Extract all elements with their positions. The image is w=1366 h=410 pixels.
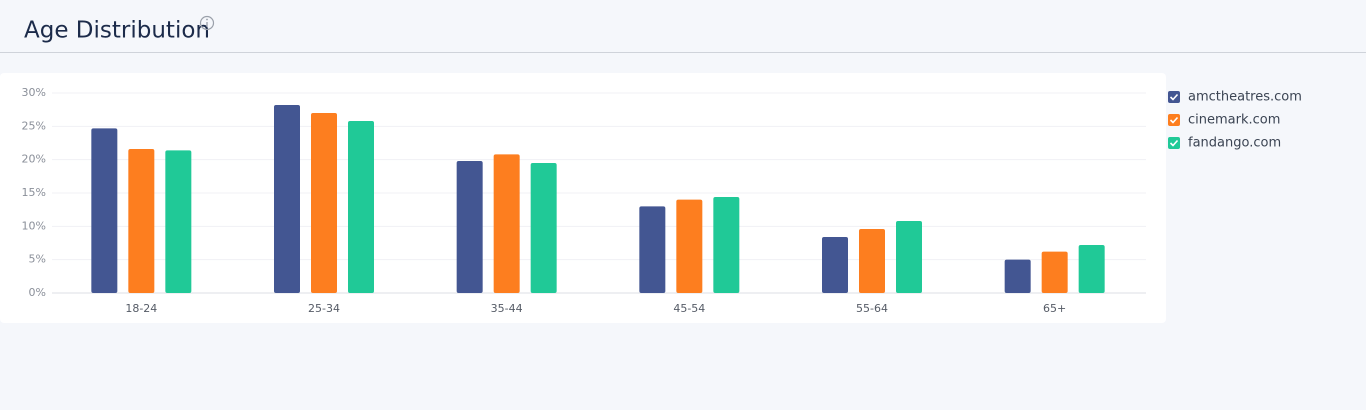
bar — [639, 206, 666, 293]
bar — [859, 229, 885, 293]
bar — [348, 121, 374, 293]
bar — [1078, 245, 1105, 293]
bar — [165, 150, 192, 293]
bar — [530, 163, 557, 293]
y-tick-label: 15% — [22, 186, 46, 199]
bar — [822, 237, 848, 293]
legend-item[interactable]: amctheatres.com — [1168, 90, 1302, 105]
bar — [311, 113, 337, 293]
bar — [456, 161, 483, 293]
y-tick-label: 10% — [22, 219, 46, 232]
y-tick-label: 5% — [29, 253, 46, 266]
bar — [1004, 259, 1031, 293]
bar — [128, 149, 155, 293]
legend-check — [1169, 139, 1179, 147]
bar — [713, 197, 740, 293]
header-bg — [0, 0, 1366, 52]
x-tick-label: 45-54 — [673, 302, 705, 315]
x-tick-label: 18-24 — [125, 302, 157, 315]
y-tick-label: 25% — [22, 119, 46, 132]
bar — [274, 105, 300, 293]
bar — [896, 221, 922, 293]
x-tick-label: 35-44 — [491, 302, 523, 315]
bar — [676, 199, 703, 293]
legend-label[interactable]: amctheatres.com — [1188, 90, 1302, 105]
bar — [493, 154, 520, 293]
y-tick-label: 20% — [22, 153, 46, 166]
info-icon[interactable] — [199, 15, 215, 31]
legend-checkbox[interactable] — [1168, 114, 1180, 126]
legend-label[interactable]: cinemark.com — [1188, 113, 1280, 128]
x-tick-label: 65+ — [1043, 302, 1066, 315]
legend-item[interactable]: cinemark.com — [1168, 113, 1280, 128]
bar — [91, 128, 118, 293]
x-tick-label: 25-34 — [308, 302, 340, 315]
legend-checkbox[interactable] — [1168, 137, 1180, 149]
bar — [1041, 251, 1068, 293]
legend-checkbox[interactable] — [1168, 91, 1180, 103]
legend-label[interactable]: fandango.com — [1188, 136, 1281, 151]
x-tick-label: 55-64 — [856, 302, 888, 315]
legend-check — [1169, 93, 1179, 101]
chart-title: Age Distribution — [24, 18, 210, 44]
legend-item[interactable]: fandango.com — [1168, 136, 1281, 151]
y-tick-label: 30% — [22, 86, 46, 99]
y-tick-label: 0% — [29, 286, 46, 299]
legend-check — [1169, 116, 1179, 124]
